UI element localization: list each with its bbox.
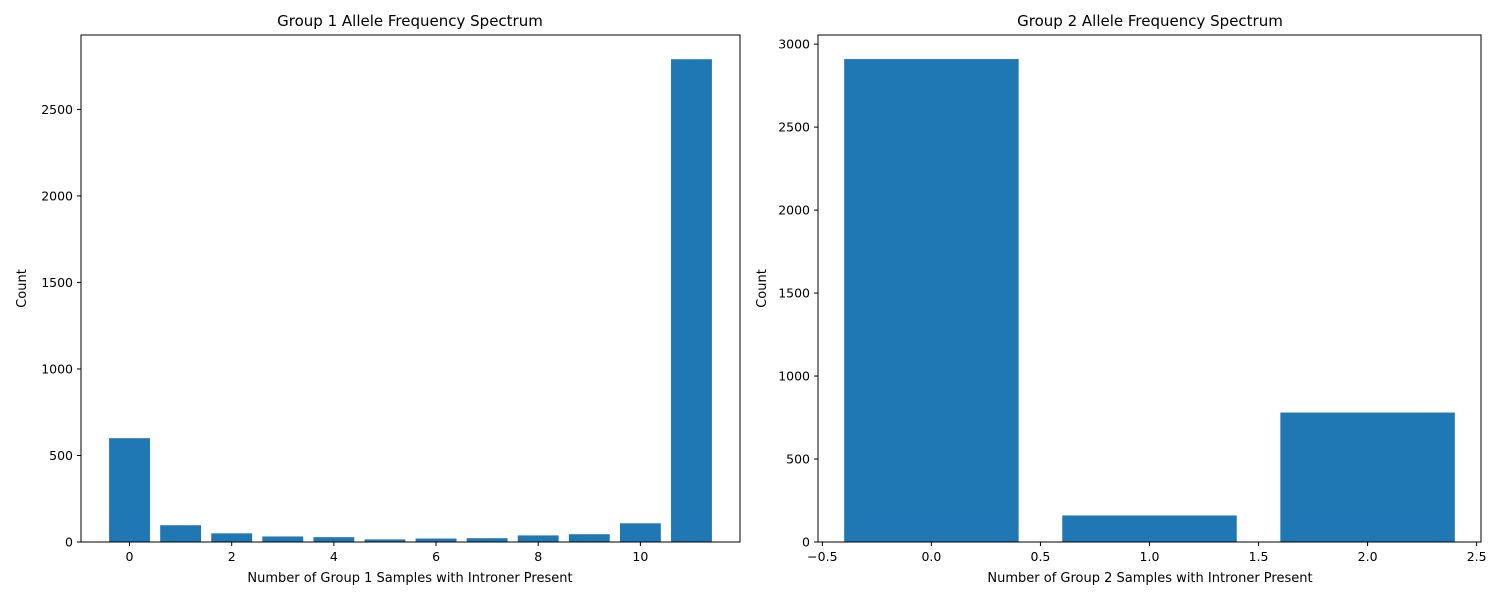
bar-group-1-11 xyxy=(671,59,712,543)
bar-group-1-6 xyxy=(415,538,457,542)
chart-panel-group-1: Group 1 Allele Frequency Spectrum 0 2 4 6 8 1… xyxy=(15,12,741,586)
y-tick-label: 2500 xyxy=(778,120,810,135)
y-tick-label: 1500 xyxy=(41,275,73,290)
y-ticks-group-2: 0 500 1000 1500 2000 2500 3000 xyxy=(778,37,818,550)
y-tick-label: 500 xyxy=(786,452,810,467)
x-tick-label: −0.5 xyxy=(807,549,837,564)
y-tick-label: 500 xyxy=(49,448,73,463)
y-tick-label: 0 xyxy=(802,535,810,550)
x-tick-label: 1.5 xyxy=(1249,549,1269,564)
x-tick-label: 0 xyxy=(126,549,134,564)
y-tick-label: 1500 xyxy=(778,286,810,301)
y-tick-label: 1000 xyxy=(41,361,73,376)
y-tick-label: 0 xyxy=(65,535,73,550)
y-axis-label-group-1: Count xyxy=(15,269,30,308)
x-tick-label: 6 xyxy=(432,549,440,564)
y-tick-label: 3000 xyxy=(778,37,810,52)
bar-group-1-0 xyxy=(109,438,150,542)
bar-group-2-2 xyxy=(1280,412,1455,542)
x-tick-label: 2 xyxy=(228,549,236,564)
y-tick-label: 2500 xyxy=(41,102,73,117)
bar-group-1-5 xyxy=(364,539,406,542)
bar-group-2-1 xyxy=(1062,515,1237,542)
x-tick-label: 4 xyxy=(330,549,338,564)
bar-group-1-4 xyxy=(313,537,355,542)
x-tick-label: 8 xyxy=(534,549,542,564)
bar-group-1-9 xyxy=(568,534,610,542)
x-tick-label: 2.0 xyxy=(1358,549,1378,564)
y-ticks-group-1: 0 500 1000 1500 2000 2500 xyxy=(41,102,81,550)
x-tick-label: 0.5 xyxy=(1031,549,1051,564)
x-axis-label-group-1: Number of Group 1 Samples with Introner … xyxy=(247,571,572,586)
chart-title-group-2: Group 2 Allele Frequency Spectrum xyxy=(1017,12,1283,30)
x-tick-label: 10 xyxy=(632,549,648,564)
y-tick-label: 2000 xyxy=(41,188,73,203)
chart-panel-group-2: Group 2 Allele Frequency Spectrum −0.5 0.… xyxy=(755,12,1487,586)
x-tick-label: 0.0 xyxy=(921,549,941,564)
plot-frame-group-1 xyxy=(80,34,741,543)
y-tick-label: 2000 xyxy=(778,203,810,218)
bar-group-1-2 xyxy=(211,533,253,542)
bar-group-1-7 xyxy=(466,538,508,542)
x-tick-label: 1.0 xyxy=(1140,549,1160,564)
bars-group-2 xyxy=(844,59,1455,542)
y-tick-label: 1000 xyxy=(778,369,810,384)
x-ticks-group-2: −0.5 0.0 0.5 1.0 1.5 2.0 2.5 xyxy=(807,542,1487,564)
bar-group-1-8 xyxy=(517,535,559,542)
x-tick-label: 2.5 xyxy=(1467,549,1487,564)
bar-group-2-0 xyxy=(844,59,1019,542)
bars-group-1 xyxy=(109,59,712,543)
x-ticks-group-1: 0 2 4 6 8 10 xyxy=(126,542,648,564)
x-axis-label-group-2: Number of Group 2 Samples with Introner … xyxy=(987,571,1312,586)
y-axis-label-group-2: Count xyxy=(755,269,770,308)
bar-group-1-3 xyxy=(262,536,304,542)
bar-group-1-10 xyxy=(619,523,661,542)
chart-title-group-1: Group 1 Allele Frequency Spectrum xyxy=(277,12,543,30)
bar-group-1-1 xyxy=(160,525,202,542)
